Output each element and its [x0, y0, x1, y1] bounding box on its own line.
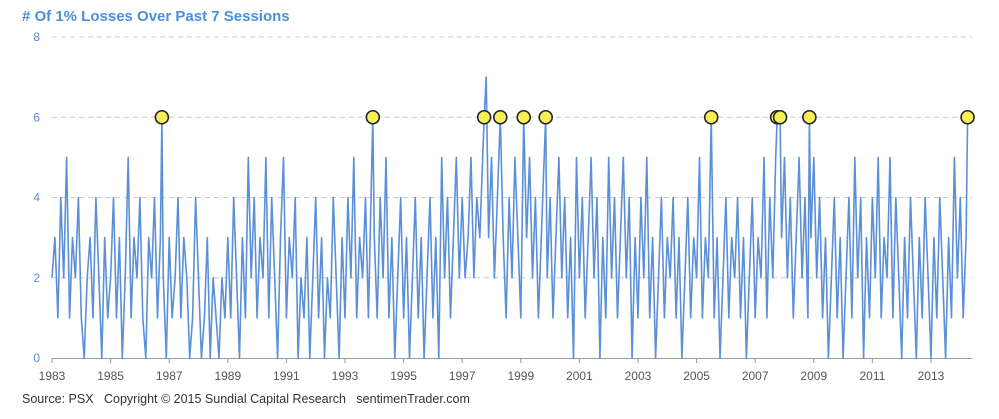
highlight-marker	[365, 109, 381, 125]
highlight-marker	[154, 109, 170, 125]
x-tick-label: 2001	[566, 369, 593, 383]
x-tick-label: 1989	[214, 369, 241, 383]
footer-copyright: Copyright © 2015 Sundial Capital Researc…	[104, 392, 346, 406]
highlight-marker	[492, 109, 508, 125]
x-tick-label: 1987	[156, 369, 183, 383]
footer-site: sentimenTrader.com	[356, 392, 470, 406]
x-tick-label: 2011	[859, 369, 885, 383]
y-tick-label: 6	[33, 110, 40, 124]
x-tick-label: 1991	[273, 369, 300, 383]
y-tick-label: 0	[33, 351, 40, 365]
gridlines	[52, 36, 972, 279]
highlight-marker	[960, 109, 975, 125]
x-axis: 1983 1985 1987 1989 1991 1993 1995 1997 1999 2001…	[39, 358, 972, 383]
x-tick-label: 2013	[918, 369, 945, 383]
y-tick-label: 8	[33, 30, 40, 44]
highlight-marker	[476, 109, 492, 125]
footer-source: Source: PSX	[22, 392, 94, 406]
highlight-marker	[802, 109, 817, 125]
chart-title: # Of 1% Losses Over Past 7 Sessions	[22, 8, 290, 25]
series-line	[51, 76, 969, 359]
highlight-marker	[703, 109, 719, 125]
chart-footer: Source: PSX Copyright © 2015 Sundial Cap…	[22, 392, 470, 406]
x-tick-label: 1999	[507, 369, 534, 383]
x-tick-label: 1985	[97, 369, 124, 383]
highlight-marker	[516, 109, 532, 125]
x-tick-label: 1983	[39, 369, 66, 383]
x-tick-label: 2005	[683, 369, 710, 383]
y-tick-label: 2	[33, 271, 40, 285]
y-axis: 0 2 4 6 8	[33, 30, 40, 365]
highlight-marker	[772, 109, 788, 125]
x-tick-label: 1993	[332, 369, 359, 383]
x-tick-label: 1995	[390, 369, 417, 383]
x-tick-label: 2009	[800, 369, 827, 383]
y-tick-label: 4	[33, 191, 40, 205]
series	[51, 76, 969, 359]
highlight-marker	[538, 109, 553, 125]
x-tick-label: 1997	[449, 369, 476, 383]
x-tick-label: 2007	[742, 369, 769, 383]
highlight-markers	[154, 109, 975, 125]
x-tick-label: 2003	[625, 369, 652, 383]
